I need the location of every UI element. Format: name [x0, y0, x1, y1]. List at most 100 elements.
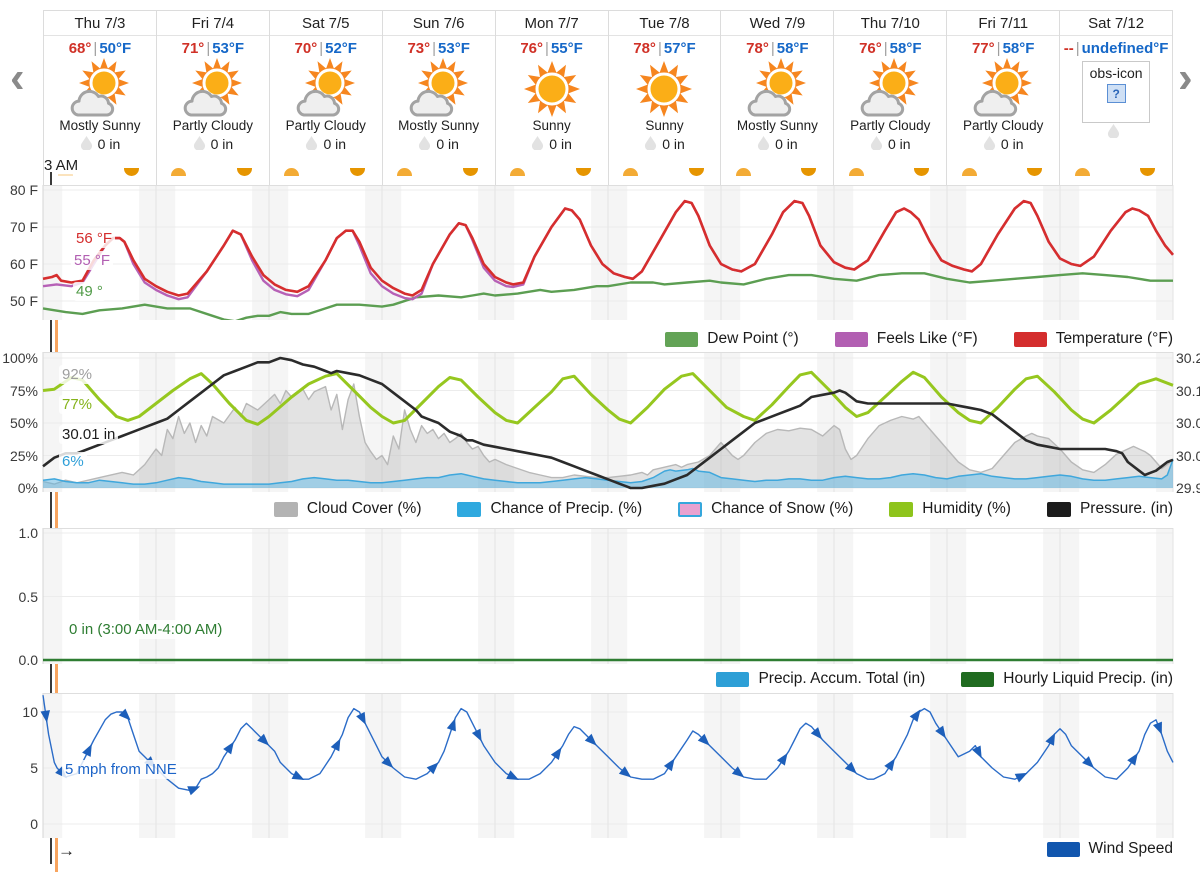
high-temp: 76° — [520, 40, 544, 57]
high-temp: 70° — [294, 40, 318, 57]
legend-label: Precip. Accum. Total (in) — [758, 670, 926, 687]
wind-legend: Wind Speed — [1046, 839, 1173, 859]
day-temps: 76° | 55°F — [520, 40, 582, 57]
day-temps: 73° | 53°F — [407, 40, 469, 57]
temp-separator: | — [657, 40, 662, 57]
cursor-time-label: 3 AM — [44, 157, 82, 174]
prev-days-button[interactable]: ‹ — [10, 53, 25, 102]
day-label: Sat 7/5 — [269, 11, 382, 36]
humidity-right-axis-label: 29.9 — [1176, 480, 1200, 496]
sunset-icon — [575, 168, 591, 176]
sunset-icon — [462, 168, 478, 176]
legend-swatch — [457, 501, 482, 517]
wind-y-axis-label: 0 — [30, 816, 38, 832]
legend-swatch — [273, 501, 298, 517]
temperature-chart[interactable] — [0, 185, 1200, 320]
sun-cloud-icon — [858, 58, 922, 120]
low-temp: 53°F — [212, 40, 245, 57]
temperature-y-axis-label: 80 F — [9, 182, 38, 198]
forecast-card[interactable]: Wed 7/9 78° | 58°F Mostly Sunny 0 in — [720, 11, 834, 185]
forecast-card[interactable]: Thu 7/3 68° | 50°F Mostly Sunny 0 in — [43, 11, 156, 185]
legend-item[interactable]: Feels Like (°F) — [834, 330, 978, 348]
forecast-card[interactable]: Thu 7/10 76° | 58°F Partly Cloudy 0 in — [833, 11, 947, 185]
humidity-chart[interactable] — [0, 352, 1200, 492]
high-temp: 71° — [181, 40, 205, 57]
legend-item[interactable]: Chance of Snow (%) — [678, 500, 853, 518]
sun-cloud-icon — [294, 58, 358, 120]
legend-swatch — [678, 501, 703, 517]
legend-item[interactable]: Precip. Accum. Total (in) — [716, 670, 925, 688]
precip-amount: 0 in — [888, 136, 911, 152]
legend-item[interactable]: Chance of Precip. (%) — [457, 500, 642, 518]
sunrise-icon — [961, 168, 977, 176]
broken-image-alt: obs-icon — [1089, 65, 1143, 81]
legend-item[interactable]: Dew Point (°) — [665, 330, 799, 348]
legend-label: Hourly Liquid Precip. (in) — [1003, 670, 1173, 687]
wind-chart[interactable] — [0, 693, 1200, 838]
temperature-legend: Dew Point (°) Feels Like (°F) Temperature … — [665, 329, 1173, 349]
day-temps: 76° | 58°F — [859, 40, 921, 57]
legend-item[interactable]: Humidity (%) — [889, 500, 1011, 518]
high-temp: 78° — [746, 40, 769, 57]
pan-right-arrow-icon[interactable]: → — [58, 841, 75, 860]
condition-label: Sunny — [645, 118, 684, 133]
current-value-label: 5 mph from NNE — [62, 760, 180, 779]
low-temp: 58°F — [776, 40, 809, 57]
forecast-card[interactable]: Fri 7/11 77° | 58°F Partly Cloudy 0 in — [946, 11, 1060, 185]
day-temps: 68° | 50°F — [69, 40, 131, 57]
cursor-line[interactable] — [50, 172, 52, 864]
current-value-label: 55 °F — [71, 251, 114, 270]
legend-swatch — [716, 671, 750, 687]
temperature-y-axis-label: 70 F — [9, 219, 38, 235]
forecast-card[interactable]: Tue 7/8 78° | 57°F Sunny 0 in — [607, 11, 721, 185]
precip-chart[interactable] — [0, 528, 1200, 664]
temp-separator: | — [319, 40, 324, 57]
sunset-icon — [914, 168, 930, 176]
sunset-icon — [1027, 168, 1043, 176]
legend-item[interactable]: Wind Speed — [1046, 840, 1173, 858]
sunset-icon — [124, 168, 139, 176]
sunrise-icon — [397, 168, 413, 176]
legend-label: Temperature (°F) — [1055, 330, 1173, 347]
legend-item[interactable]: Hourly Liquid Precip. (in) — [961, 670, 1173, 688]
sun-cloud-icon — [407, 58, 471, 120]
legend-swatch — [1046, 501, 1071, 517]
temp-separator: | — [93, 40, 98, 57]
precip-row: 0 in — [757, 135, 798, 153]
day-temps: 78° | 58°F — [746, 40, 808, 57]
current-value-label: 92% — [59, 365, 96, 384]
high-temp: 68° — [68, 40, 92, 57]
temp-separator: | — [770, 40, 775, 57]
legend-label: Dew Point (°) — [707, 330, 799, 347]
forecast-card[interactable]: Fri 7/4 71° | 53°F Partly Cloudy 0 in — [155, 11, 269, 185]
droplet-icon — [80, 135, 93, 153]
forecast-card[interactable]: Sat 7/12 -- | undefined°F obs-icon? — [1059, 11, 1173, 185]
legend-item[interactable]: Temperature (°F) — [1013, 330, 1173, 348]
condition-label: Mostly Sunny — [59, 118, 141, 133]
sun-events-strip — [609, 163, 721, 185]
legend-item[interactable]: Cloud Cover (%) — [273, 500, 421, 518]
day-label: Thu 7/3 — [44, 11, 156, 36]
next-days-button[interactable]: › — [1178, 53, 1193, 102]
high-temp: 76° — [859, 40, 882, 57]
legend-label: Wind Speed — [1088, 840, 1173, 857]
temp-separator: | — [432, 40, 437, 57]
droplet-icon — [305, 135, 318, 153]
precip-amount: 0 in — [662, 136, 685, 152]
precip-legend: Precip. Accum. Total (in) Hourly Liquid P… — [716, 669, 1173, 689]
sun-events-strip — [1060, 163, 1172, 185]
forecast-card[interactable]: Mon 7/7 76° | 55°F Sunny 0 in — [494, 11, 608, 185]
precip-amount: 0 in — [323, 136, 347, 152]
sun-events-strip — [834, 163, 946, 185]
day-temps: 71° | 53°F — [182, 40, 244, 57]
forecast-card[interactable]: Sat 7/5 70° | 52°F Partly Cloudy 0 in — [268, 11, 382, 185]
condition-label: Mostly Sunny — [736, 118, 818, 133]
condition-label: Partly Cloudy — [850, 118, 931, 133]
condition-label: Partly Cloudy — [285, 118, 366, 133]
legend-item[interactable]: Pressure. (in) — [1046, 500, 1173, 518]
humidity-right-axis-label: 30.2 — [1176, 350, 1200, 366]
wind-y-axis-label: 10 — [22, 704, 38, 720]
legend-swatch — [961, 671, 995, 687]
legend-swatch — [665, 331, 699, 347]
forecast-card[interactable]: Sun 7/6 73° | 53°F Mostly Sunny 0 in — [381, 11, 495, 185]
